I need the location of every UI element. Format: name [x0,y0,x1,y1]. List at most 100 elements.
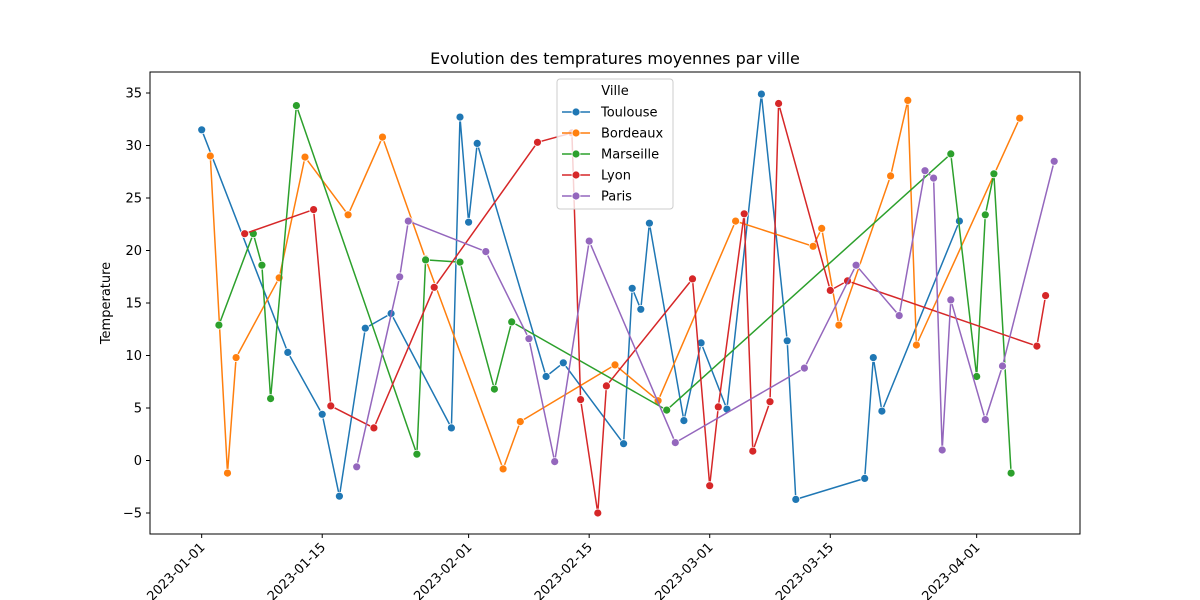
y-tick-label: −5 [123,507,142,522]
data-point [317,409,327,419]
data-point [645,218,654,228]
data-point [937,445,947,455]
data-point [343,210,353,220]
data-point [825,285,835,295]
data-point [231,353,241,363]
legend-title: Ville [601,84,628,99]
legend-label: Bordeaux [601,127,663,142]
legend-item-lyon: Lyon [562,169,631,184]
data-point [782,336,792,346]
data-point [541,372,551,381]
data-point [352,462,362,472]
y-tick-label: 30 [125,139,142,154]
data-point [283,347,293,357]
series-line-toulouse [201,93,961,501]
data-point [731,216,740,226]
data-point [550,457,560,467]
data-point [946,295,956,305]
data-point [791,494,801,504]
legend: Ville Toulouse Bordeaux Marseille Lyon Paris [556,78,674,210]
series-toulouse [197,89,964,504]
data-point [610,360,620,370]
data-point [403,216,413,226]
data-point [481,247,491,257]
data-point [998,361,1007,371]
data-point [464,217,474,227]
x-tick-label: 2023-02-15 [532,540,596,600]
data-point [455,257,465,267]
y-tick-label: 5 [134,402,142,417]
legend-label: Lyon [601,169,631,184]
legend-item-bordeaux: Bordeaux [562,127,663,142]
data-point [662,405,672,415]
data-point [851,260,861,270]
data-point [713,402,723,412]
data-point [1032,341,1042,351]
y-axis-label: Temperature [99,262,114,345]
series-marseille [214,101,1016,478]
data-point [498,464,508,474]
data-point [472,138,482,148]
data-point [765,397,775,407]
y-axis: −5 0 5 10 15 20 25 30 35 [123,87,150,522]
data-point [636,304,646,314]
data-point [1015,113,1025,123]
data-point [748,446,758,456]
data-point [489,384,499,394]
data-point [429,282,439,292]
plot-frame [149,71,1081,535]
x-tick-label: 2023-01-15 [265,540,329,600]
data-point [679,416,689,426]
legend-item-paris: Paris [562,190,632,205]
data-point [584,236,594,246]
data-point [309,205,319,215]
y-tick-label: 10 [125,349,142,364]
data-point [868,353,878,363]
data-point [240,229,250,239]
legend-label: Toulouse [600,106,658,121]
data-point [860,473,870,483]
data-point [593,508,603,518]
data-point [688,274,697,284]
data-point [205,151,215,161]
y-tick-label: 25 [125,192,142,207]
data-point [533,137,542,147]
data-point [946,149,956,159]
data-point [197,125,207,135]
data-point [515,417,525,427]
chart-title: Evolution des tempratures moyennes par v… [430,49,800,68]
data-point [619,439,628,449]
x-tick-label: 2023-03-01 [653,540,717,600]
legend-marker [571,107,581,117]
data-point [558,358,568,368]
data-point [214,320,224,330]
legend-marker [571,170,581,180]
data-point [1006,468,1016,478]
data-point [257,260,267,270]
data-point [576,395,585,405]
data-point [507,317,517,327]
data-point [1041,291,1050,301]
data-point [421,255,431,265]
legend-marker [571,128,581,138]
data-point [524,334,534,344]
data-point [739,209,749,219]
legend-label: Marseille [601,148,659,163]
data-point [903,96,913,105]
data-point [378,132,387,142]
data-point [360,323,370,333]
data-point [266,394,276,404]
data-point [808,241,818,251]
data-point [920,166,930,176]
data-point [912,340,921,350]
data-point [326,401,336,411]
x-tick-label: 2023-02-01 [411,540,475,600]
data-point [369,423,379,433]
data-point [602,381,611,391]
data-point [223,468,232,478]
data-point [980,210,990,220]
legend-item-toulouse: Toulouse [562,106,658,121]
series-line-marseille [218,104,1012,474]
x-tick-label: 2023-03-15 [773,540,837,600]
